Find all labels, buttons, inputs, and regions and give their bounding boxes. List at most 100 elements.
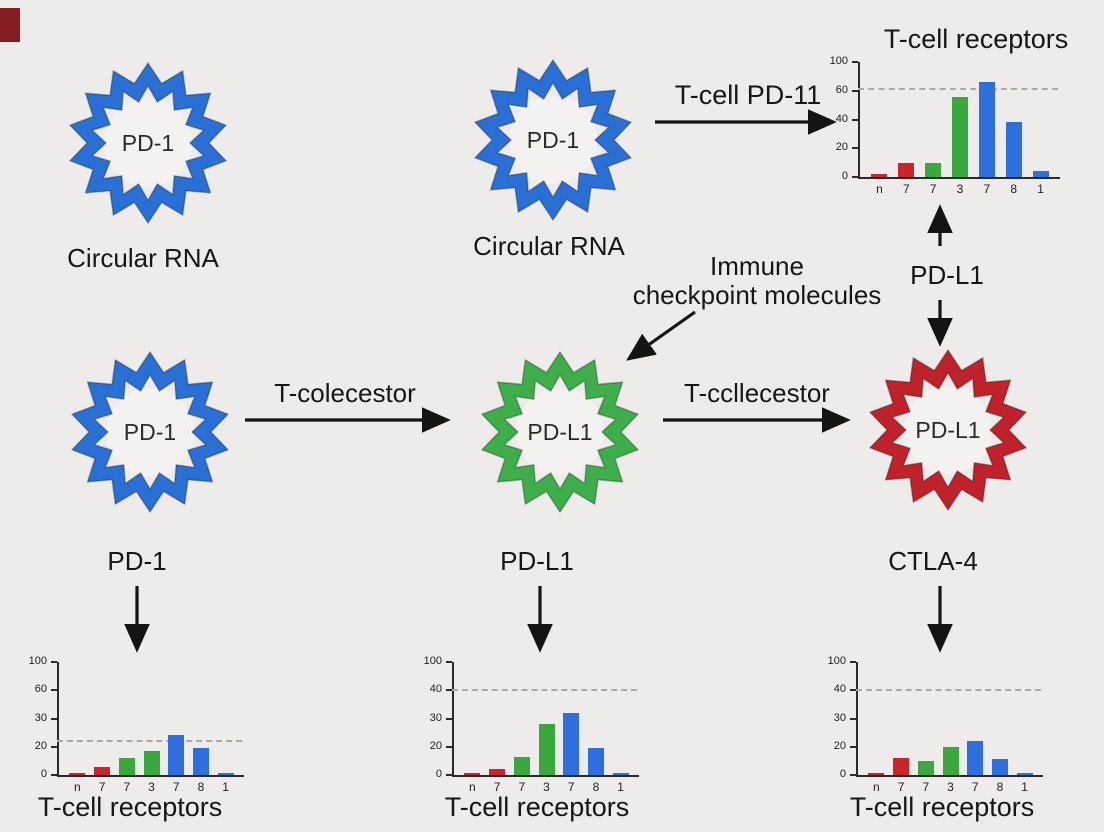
chart-bar xyxy=(118,758,135,775)
x-axis-tick-label: n xyxy=(876,182,883,196)
y-axis-tick-mark xyxy=(446,745,452,748)
chart-bar xyxy=(513,756,530,775)
ring-center-label: PD-L1 xyxy=(527,418,593,445)
ring-center-label: PD-1 xyxy=(121,129,175,156)
chart-bar xyxy=(1032,171,1049,177)
chart-bar xyxy=(563,712,580,775)
chart-bar xyxy=(942,746,959,775)
y-axis-tick-label: 0 xyxy=(841,170,848,182)
bar-chart-bottom-left: 100 60 30 20 0 n 7 7 3 7 8 1 xyxy=(17,655,248,801)
ring-hole xyxy=(509,96,597,184)
arrow-label-tcolecestor: T-colecestor xyxy=(274,378,416,408)
ring-hole xyxy=(516,388,604,476)
y-axis-tick-label: 20 xyxy=(833,739,846,752)
arrow-label-tcell-pd11: T-cell PD-11 xyxy=(674,80,822,110)
x-axis-tick-label: 1 xyxy=(1021,780,1028,794)
x-axis-tick-label: 7 xyxy=(971,780,979,794)
ring-ribbon xyxy=(70,350,230,514)
circular-rna-ring-mid-right: PD-L1 xyxy=(863,345,1033,515)
ring-caption-pd1: PD-1 xyxy=(107,546,167,576)
chart-bar xyxy=(893,758,910,775)
y-axis-tick-mark xyxy=(852,147,858,150)
y-axis-tick-mark xyxy=(51,717,57,720)
threshold-dashed-line xyxy=(858,88,1058,91)
y-axis-tick-mark xyxy=(852,61,858,63)
x-axis-tick-label: 3 xyxy=(543,780,550,794)
ring-ribbon xyxy=(480,350,640,514)
chart-caption-bottom-middle: T-cell receptors xyxy=(444,792,630,822)
y-axis-tick-mark xyxy=(51,745,57,748)
x-axis-tick-label: 7 xyxy=(922,780,930,794)
y-axis-tick-label: 30 xyxy=(429,711,442,724)
x-axis-tick-label: 3 xyxy=(956,182,964,196)
ring-caption-circular-rna-1: Circular RNA xyxy=(67,243,219,273)
y-axis-tick-label: 100 xyxy=(829,55,848,67)
bar-chart-bottom-middle: 100 40 30 20 0 n 7 7 3 7 8 1 xyxy=(412,655,643,801)
chart-bar xyxy=(168,735,185,775)
chart-bar xyxy=(464,773,481,775)
y-axis-tick-label: 40 xyxy=(833,683,846,696)
x-axis-tick-label: 8 xyxy=(592,780,600,794)
chart-bar xyxy=(143,750,160,775)
chart-bar xyxy=(898,162,915,177)
x-axis-tick-label: 8 xyxy=(996,780,1004,794)
y-axis-tick-mark xyxy=(850,717,856,720)
arrow-label-tccllecestor: T-ccllecestor xyxy=(684,378,830,408)
chart-bar xyxy=(868,773,885,775)
immune-checkpoint-line1: Immune xyxy=(710,251,804,281)
x-axis-tick-label: 7 xyxy=(98,780,106,794)
rna-ring-icon xyxy=(473,58,633,222)
chart-plot-area xyxy=(452,662,639,777)
x-axis-tick-label: 1 xyxy=(222,780,229,794)
ring-caption-pdl1: PD-L1 xyxy=(500,546,574,576)
y-axis-tick-label: 100 xyxy=(28,655,47,667)
x-axis-tick-label: 7 xyxy=(172,780,180,794)
circular-rna-ring-top-middle: PD-1 xyxy=(468,55,638,225)
chart-plot-area xyxy=(856,662,1043,777)
y-axis-tick-label: 0 xyxy=(839,768,846,780)
x-axis-tick-label: 7 xyxy=(567,780,575,794)
y-axis-tick-mark xyxy=(852,89,858,92)
y-axis-tick-mark xyxy=(446,774,452,776)
chart-bar xyxy=(978,82,995,177)
y-axis-tick-mark xyxy=(446,689,452,692)
y-axis-tick-label: 30 xyxy=(833,711,846,724)
x-axis-tick-label: 8 xyxy=(197,780,205,794)
x-axis-tick-label: n xyxy=(469,780,476,794)
x-axis-tick-label: 7 xyxy=(518,780,526,794)
chart-caption-bottom-left: T-cell receptors xyxy=(37,792,223,822)
y-axis-tick-mark xyxy=(446,661,452,663)
x-axis-tick-label: n xyxy=(873,780,880,794)
y-axis-tick-label: 0 xyxy=(40,768,47,780)
chart-bar xyxy=(991,759,1008,775)
y-axis-tick-label: 40 xyxy=(835,112,848,125)
chart-bar xyxy=(69,773,86,775)
chart-bar xyxy=(871,174,888,177)
x-axis-tick-label: 7 xyxy=(123,780,131,794)
x-axis-tick-label: 7 xyxy=(897,780,905,794)
x-axis-tick-label: n xyxy=(74,780,81,794)
chart-plot-area xyxy=(57,662,244,777)
chart-title-top-right: T-cell receptors xyxy=(883,24,1069,54)
ring-center-label: PD-1 xyxy=(123,418,177,445)
rna-ring-icon xyxy=(68,61,228,225)
y-axis-tick-mark xyxy=(852,176,858,178)
ring-caption-ctla4: CTLA-4 xyxy=(888,546,978,576)
y-axis-tick-label: 100 xyxy=(423,655,442,667)
chart-plot-area xyxy=(858,62,1060,179)
ring-center-label: PD-L1 xyxy=(915,416,981,443)
y-axis-tick-label: 20 xyxy=(835,141,848,154)
ring-ribbon xyxy=(68,61,228,225)
arrow-label-pdl1: PD-L1 xyxy=(910,260,984,290)
chart-bar xyxy=(925,162,942,177)
chart-bar xyxy=(1016,773,1033,775)
y-axis-tick-label: 60 xyxy=(34,683,47,696)
y-axis-tick-label: 60 xyxy=(835,83,848,96)
ring-hole xyxy=(904,386,992,474)
y-axis-tick-mark xyxy=(51,661,57,663)
y-axis-tick-mark xyxy=(446,717,452,720)
x-axis-tick-label: 1 xyxy=(617,780,624,794)
circular-rna-ring-mid-center: PD-L1 xyxy=(475,347,645,517)
ring-caption-circular-rna-2: Circular RNA xyxy=(473,231,625,261)
